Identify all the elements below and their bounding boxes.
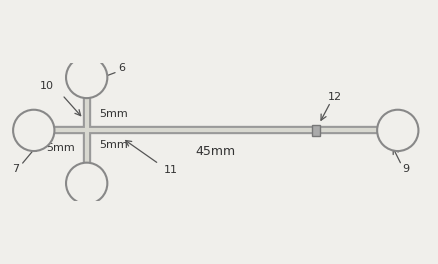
Bar: [311, 125, 320, 136]
Circle shape: [13, 110, 54, 151]
Text: 5mm: 5mm: [99, 140, 128, 150]
Text: 5mm: 5mm: [99, 109, 128, 119]
Circle shape: [66, 163, 107, 204]
Text: 12: 12: [328, 92, 342, 102]
Text: 5mm: 5mm: [46, 143, 75, 153]
Text: 11: 11: [163, 166, 177, 175]
Text: 7: 7: [12, 164, 19, 174]
Text: 6: 6: [119, 63, 126, 73]
Text: 9: 9: [403, 164, 410, 174]
Text: 45mm: 45mm: [196, 145, 236, 158]
Circle shape: [377, 110, 418, 151]
Text: 8: 8: [90, 189, 97, 199]
Text: 10: 10: [40, 82, 54, 92]
Circle shape: [66, 57, 107, 98]
